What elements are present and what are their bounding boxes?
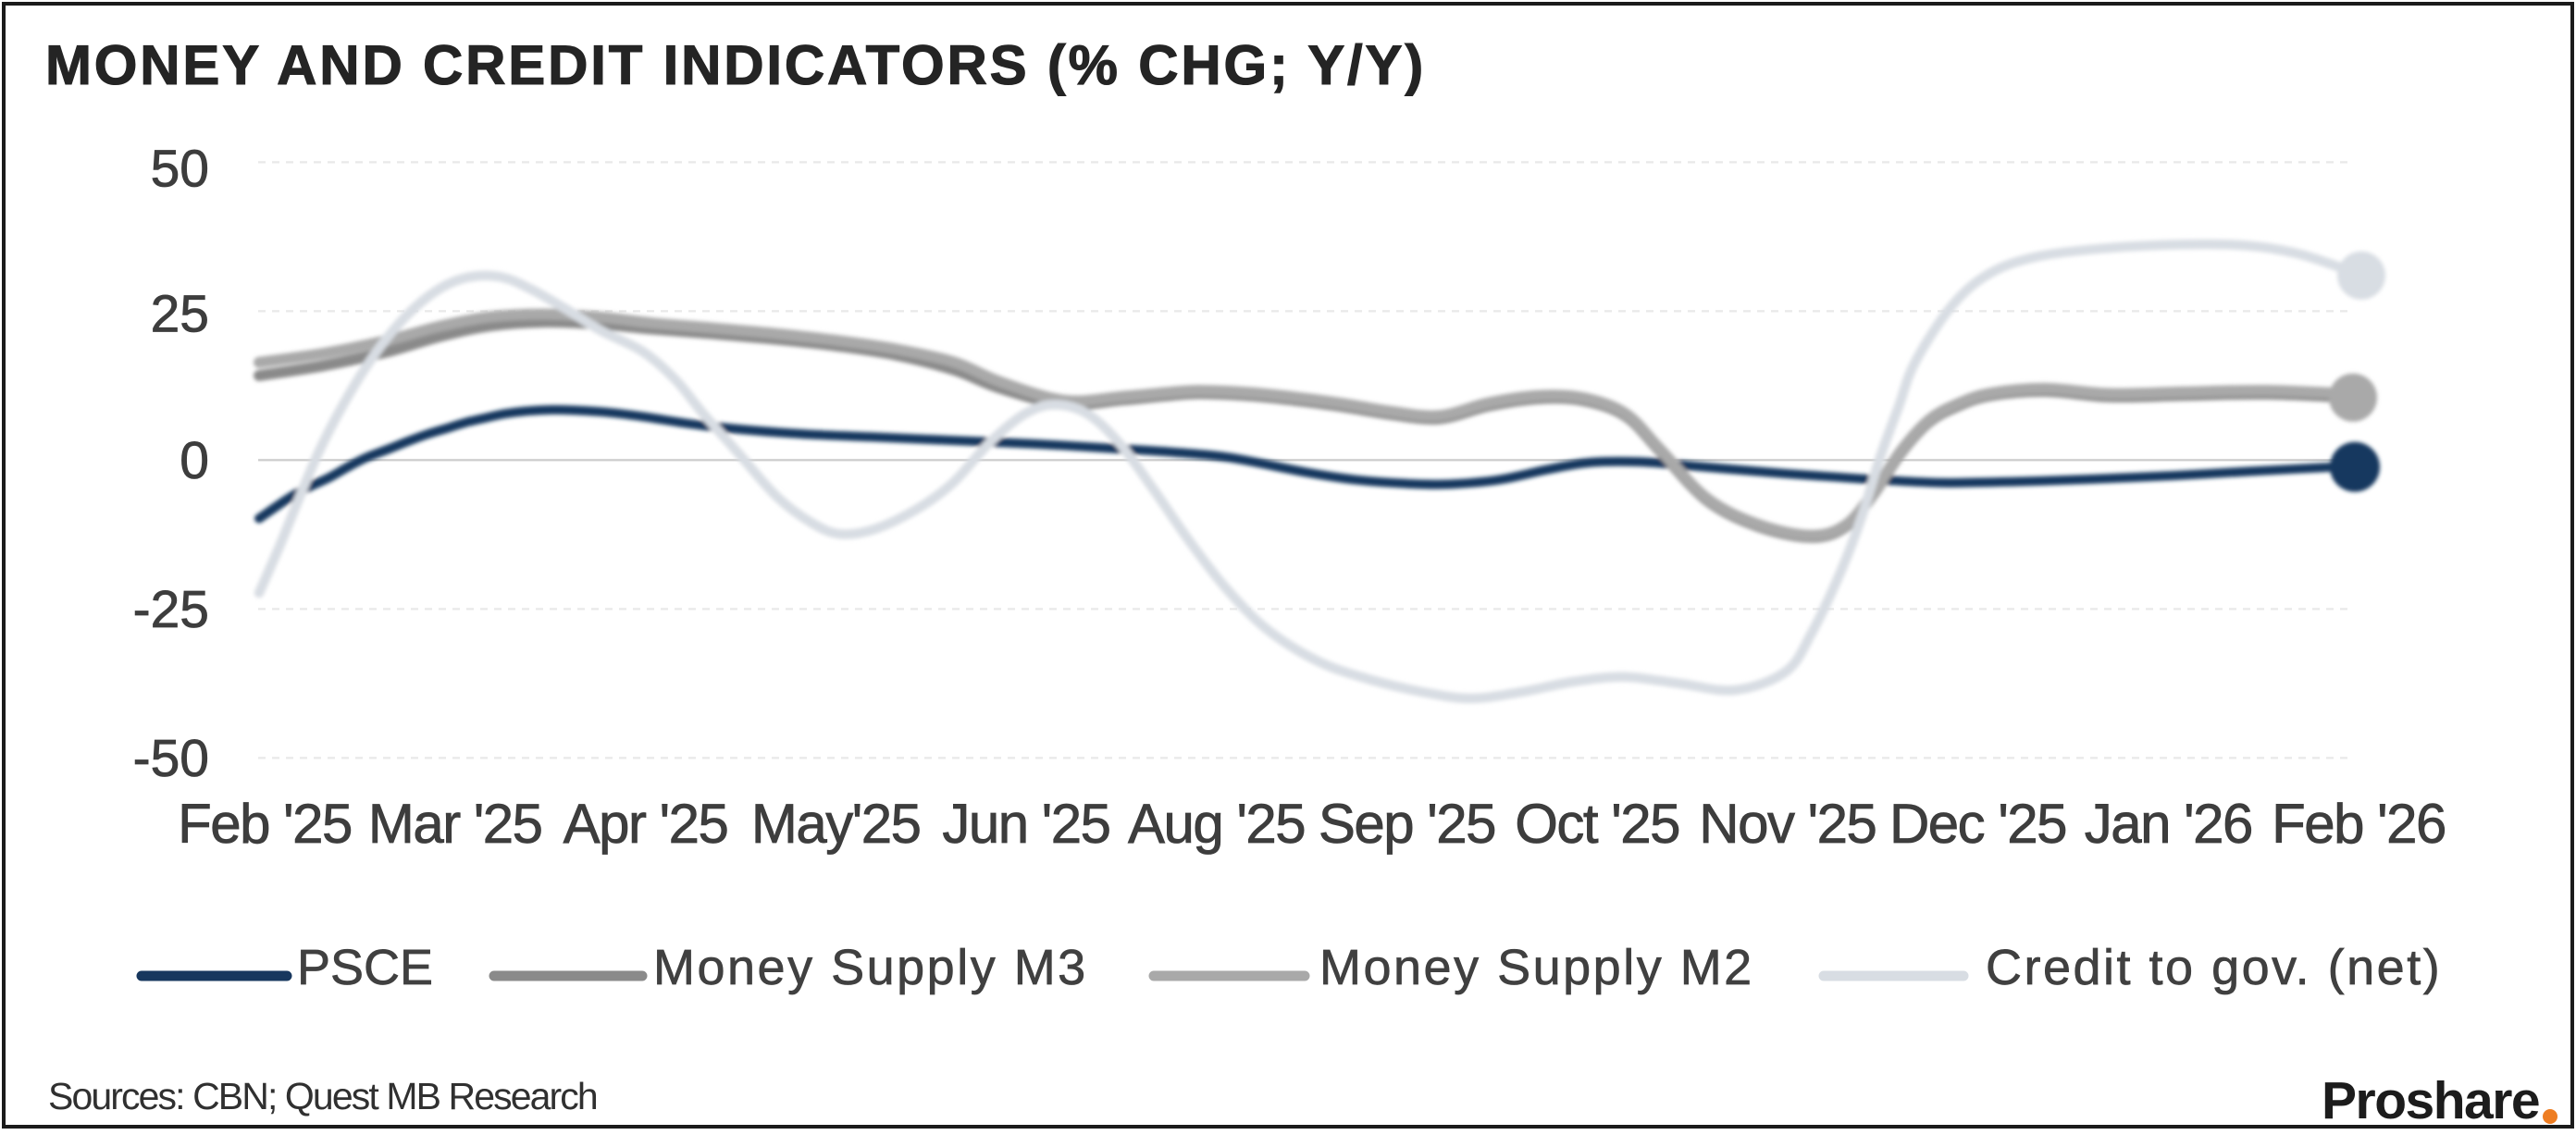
svg-text:Apr '25: Apr '25 xyxy=(564,793,728,855)
svg-text:Dec '25: Dec '25 xyxy=(1889,793,2066,855)
svg-text:Credit to gov. (net): Credit to gov. (net) xyxy=(1986,940,2442,995)
svg-text:May'25: May'25 xyxy=(751,793,921,855)
svg-text:-50: -50 xyxy=(133,729,209,788)
svg-text:Feb '25: Feb '25 xyxy=(178,793,352,855)
svg-text:-25: -25 xyxy=(133,580,209,639)
svg-text:Money Supply M3: Money Supply M3 xyxy=(653,940,1088,995)
svg-text:PSCE: PSCE xyxy=(297,940,433,995)
svg-text:25: 25 xyxy=(151,284,209,343)
svg-text:Mar '25: Mar '25 xyxy=(368,793,542,855)
svg-text:50: 50 xyxy=(151,139,209,198)
svg-text:Sep '25: Sep '25 xyxy=(1319,793,1495,855)
svg-text:Money Supply M2: Money Supply M2 xyxy=(1319,940,1754,995)
svg-text:Feb '26: Feb '26 xyxy=(2272,793,2446,855)
svg-text:Oct '25: Oct '25 xyxy=(1515,793,1679,855)
svg-text:Jan '26: Jan '26 xyxy=(2085,793,2252,855)
svg-text:Aug '25: Aug '25 xyxy=(1128,793,1305,855)
svg-text:Nov '25: Nov '25 xyxy=(1699,793,1876,855)
svg-text:0: 0 xyxy=(180,431,209,490)
svg-text:Jun '25: Jun '25 xyxy=(942,793,1109,855)
